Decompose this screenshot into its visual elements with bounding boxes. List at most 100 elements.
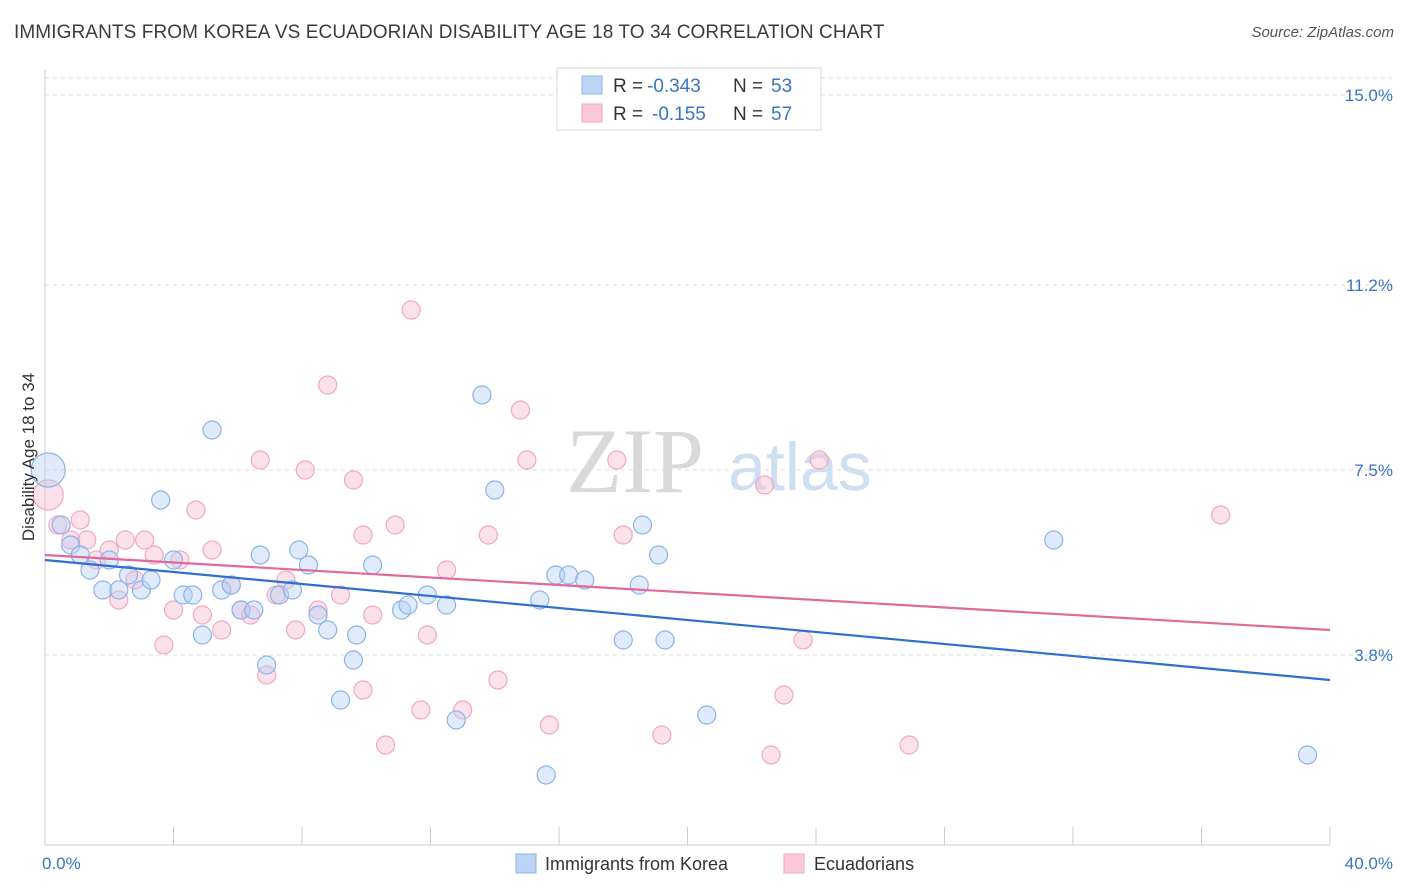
korea-point-1 bbox=[51, 515, 71, 535]
korea-point-13 bbox=[173, 585, 193, 605]
korea-trend-line bbox=[44, 558, 1331, 682]
ecuador-point-8 bbox=[115, 530, 135, 550]
korea-point-40 bbox=[530, 590, 550, 610]
korea-point-24 bbox=[282, 580, 302, 600]
korea-point-9 bbox=[131, 580, 151, 600]
legend-n-label-ecuador: N = bbox=[733, 104, 763, 125]
korea-point-16 bbox=[202, 420, 222, 440]
watermark-zip: ZIP bbox=[566, 410, 704, 512]
bottom-legend-korea: Immigrants from Korea bbox=[545, 854, 729, 874]
korea-point-32 bbox=[363, 555, 383, 575]
ecuador-point-39 bbox=[417, 625, 437, 645]
ecuador-point-54 bbox=[809, 450, 829, 470]
korea-point-2 bbox=[61, 535, 81, 555]
legend-r-label-ecuador: R = bbox=[613, 104, 643, 125]
ecuador-point-0 bbox=[32, 479, 64, 511]
korea-point-29 bbox=[330, 690, 351, 710]
legend-n-korea: 53 bbox=[771, 76, 792, 97]
korea-point-38 bbox=[472, 385, 492, 405]
ecuador-point-30 bbox=[330, 585, 351, 605]
y-tick-label-0: 3.8% bbox=[1354, 646, 1393, 665]
ecuador-point-37 bbox=[401, 300, 421, 320]
ecuador-point-10 bbox=[134, 530, 155, 550]
ecuador-point-34 bbox=[363, 605, 383, 625]
axes bbox=[44, 70, 1331, 846]
legend-n-ecuador: 57 bbox=[771, 104, 792, 125]
korea-point-25 bbox=[289, 540, 309, 560]
korea-point-51 bbox=[1044, 530, 1064, 550]
ecuador-point-28 bbox=[308, 600, 328, 620]
ecuadorians-points bbox=[32, 300, 1231, 765]
ecuador-point-53 bbox=[793, 630, 813, 650]
ecuador-point-14 bbox=[170, 550, 190, 570]
source-credit: Source: ZipAtlas.com bbox=[1251, 24, 1394, 41]
bottom-legend-swatch-ecuador bbox=[783, 853, 805, 874]
ecuador-point-36 bbox=[385, 515, 405, 535]
ecuador-point-7 bbox=[109, 590, 129, 610]
watermark: ZIP atlas bbox=[566, 410, 872, 512]
ecuador-point-18 bbox=[212, 620, 232, 640]
ecuador-point-41 bbox=[453, 700, 473, 720]
ecuador-point-33 bbox=[353, 525, 373, 545]
ecuador-point-52 bbox=[774, 685, 794, 705]
korea-point-49 bbox=[655, 630, 675, 650]
ecuador-point-50 bbox=[754, 475, 775, 495]
bottom-legend: Immigrants from Korea Ecuadorians bbox=[515, 853, 914, 874]
korea-point-45 bbox=[613, 630, 633, 650]
korea-point-23 bbox=[269, 585, 290, 605]
ecuador-point-13 bbox=[163, 600, 184, 620]
x-tick-label-0: 0.0% bbox=[42, 854, 81, 873]
ecuador-point-38 bbox=[411, 700, 431, 720]
ecuador-point-32 bbox=[353, 680, 373, 700]
ecuador-point-51 bbox=[761, 745, 781, 765]
korea-point-50 bbox=[697, 705, 717, 725]
y-tick-labels: 3.8% 7.5% 11.2% 15.0% bbox=[1345, 86, 1393, 665]
korea-point-37 bbox=[446, 710, 466, 730]
korea-point-33 bbox=[391, 600, 412, 620]
korea-point-11 bbox=[151, 490, 171, 510]
ecuador-point-23 bbox=[257, 665, 277, 685]
ecuador-point-47 bbox=[607, 450, 627, 470]
korea-point-0 bbox=[30, 452, 66, 488]
ecuador-point-15 bbox=[186, 500, 206, 520]
korea-point-34 bbox=[398, 595, 418, 615]
korea-point-39 bbox=[485, 480, 505, 500]
korea-point-31 bbox=[347, 625, 367, 645]
bottom-legend-ecuador: Ecuadorians bbox=[814, 854, 914, 874]
korea-point-17 bbox=[212, 580, 232, 600]
korea-point-10 bbox=[141, 570, 161, 590]
ecuador-point-11 bbox=[144, 545, 164, 565]
ecuador-point-27 bbox=[295, 460, 315, 480]
korea-point-48 bbox=[648, 545, 669, 565]
korea-point-5 bbox=[93, 580, 113, 600]
korea-point-8 bbox=[118, 565, 139, 585]
ecuador-point-16 bbox=[192, 605, 213, 625]
korea-point-46 bbox=[629, 575, 649, 595]
y-tick-label-2: 11.2% bbox=[1346, 276, 1393, 295]
ecuador-point-31 bbox=[343, 470, 363, 490]
korea-point-21 bbox=[250, 545, 270, 565]
korea-point-52 bbox=[1297, 745, 1318, 765]
legend-swatch-ecuador bbox=[581, 103, 603, 123]
korea-point-18 bbox=[221, 575, 241, 595]
korea-point-44 bbox=[575, 570, 595, 590]
watermark-atlas: atlas bbox=[728, 429, 872, 505]
legend-n-label-korea: N = bbox=[733, 76, 763, 97]
ecuador-point-26 bbox=[285, 620, 306, 640]
y-axis-label: Disability Age 18 to 34 bbox=[19, 373, 38, 541]
ecuador-point-12 bbox=[154, 635, 174, 655]
grid-lines bbox=[45, 77, 1392, 656]
korea-point-47 bbox=[632, 515, 653, 535]
korea-point-14 bbox=[183, 585, 203, 605]
legend-swatch-korea bbox=[581, 75, 603, 95]
ecuador-point-55 bbox=[899, 735, 919, 755]
korea-point-12 bbox=[163, 550, 184, 570]
legend-r-label-korea: R = bbox=[613, 76, 643, 97]
ecuador-point-9 bbox=[125, 570, 145, 590]
x-tick-label-1: 40.0% bbox=[1345, 854, 1393, 873]
ecuador-point-3 bbox=[70, 510, 90, 530]
ecuador-point-29 bbox=[318, 375, 338, 395]
korea-point-22 bbox=[257, 655, 277, 675]
legend-r-korea: -0.343 bbox=[647, 76, 701, 97]
